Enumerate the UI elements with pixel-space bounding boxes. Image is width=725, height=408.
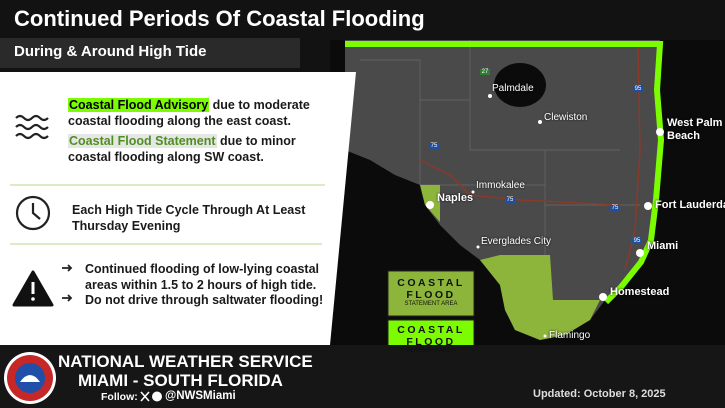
advisory-text: Coastal Flood Advisory due to moderate c… [68, 97, 323, 165]
county-line [469, 100, 546, 255]
city-label: Homestead [610, 286, 670, 298]
city-label: West Palm Beach [667, 117, 723, 142]
nws-logo [4, 352, 56, 404]
highway-shield: 75 [429, 143, 439, 149]
highway [624, 44, 641, 271]
subtitle: During & Around High Tide [14, 43, 207, 60]
arrows [62, 264, 73, 302]
legend-subtitle: ADVISORY AREA [406, 348, 456, 354]
bullet: Do not drive through saltwater flooding! [85, 293, 324, 307]
legend-title: COASTAL FLOOD [397, 277, 465, 301]
tide-text: Each High Tide Cycle Through At Least Th… [72, 203, 306, 233]
city-label: Clewiston [544, 112, 588, 123]
statement-area [480, 255, 600, 340]
highway-shield: 27 [480, 69, 490, 75]
highway-shield: 95 [633, 86, 643, 92]
statement-desc: due to minor coastal flooding along SW c… [68, 134, 296, 164]
legend-advisory: COASTAL FLOOD ADVISORY AREA [388, 324, 474, 354]
statement-line: Coastal Flood Statement due to minor coa… [68, 133, 323, 165]
advisory-line: Coastal Flood Advisory due to moderate c… [68, 97, 323, 129]
legend-statement: COASTAL FLOOD STATEMENT AREA [388, 277, 474, 307]
warning-icon [12, 270, 54, 307]
social-icons [140, 391, 162, 402]
highway [419, 159, 471, 196]
statement-highlight: Coastal Flood Statement [68, 134, 217, 148]
city-label: Fort Lauderdale [655, 199, 725, 211]
highway-shield: 75 [505, 197, 515, 203]
office-name: MIAMI - SOUTH FLORIDA [78, 371, 283, 390]
title: Continued Periods Of Coastal Flooding [14, 6, 425, 31]
city-label: Naples [437, 192, 474, 204]
legend-title: COASTAL FLOOD [397, 324, 465, 348]
lake-okeechobee [494, 63, 546, 107]
advisory-area [345, 41, 665, 305]
advisory-highlight: Coastal Flood Advisory [68, 98, 210, 112]
org-name: NATIONAL WEATHER SERVICE [58, 352, 313, 371]
city-dots [426, 94, 664, 338]
city-label: Immokalee [476, 180, 525, 191]
city-label: Miami [647, 240, 679, 252]
city-label: Everglades City [481, 236, 552, 247]
highway [469, 194, 621, 206]
bullet: Continued flooding of low-lying coastal … [85, 262, 320, 292]
legend-swatch [387, 270, 475, 317]
updated-date: Updated: October 8, 2025 [533, 388, 666, 400]
waves-icon [15, 114, 49, 140]
advisory-desc: due to moderate coastal flooding along t… [68, 98, 310, 128]
follow-label: Follow: [101, 391, 138, 403]
footer-bar [0, 345, 725, 408]
highway-shield: 95 [632, 238, 642, 244]
subtitle-bar [0, 38, 300, 68]
legend-subtitle: STATEMENT AREA [404, 301, 458, 307]
land [345, 40, 660, 340]
city-label: Flamingo [549, 330, 591, 341]
social-handle: @NWSMiami [165, 390, 236, 402]
highway-shield: 75 [610, 205, 620, 211]
clock-icon [15, 195, 51, 231]
city-label: Palmdale [492, 83, 534, 94]
